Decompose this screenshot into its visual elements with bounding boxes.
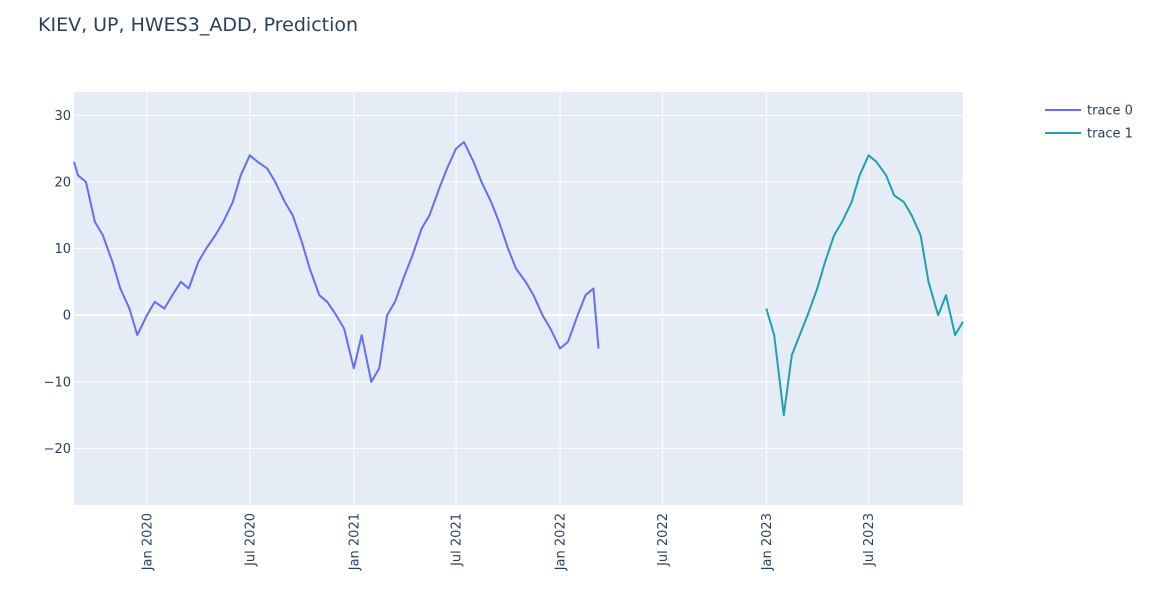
x-tick-label: Jul 2021	[450, 513, 465, 567]
x-gridlines	[146, 92, 870, 505]
x-tick-label: Jan 2023	[760, 513, 775, 571]
x-tick-label: Jan 2022	[554, 513, 569, 571]
x-axis: Jan 2020 Jul 2020 Jan 2021 Jul 2021 Jan 2022…	[140, 513, 877, 571]
series-line-1	[765, 154, 964, 417]
y-tick-label: 20	[54, 175, 71, 190]
y-tick-label: −10	[44, 375, 71, 390]
chart-title: KIEV, UP, HWES3_ADD, Prediction	[38, 14, 358, 36]
x-tick-label: Jul 2022	[656, 513, 671, 567]
series-line-0	[73, 141, 600, 383]
y-tick-label: −20	[44, 442, 71, 457]
x-tick-label: Jul 2023	[862, 513, 877, 567]
series-layer	[73, 141, 964, 417]
x-tick-label: Jan 2021	[347, 513, 362, 571]
legend-label-1[interactable]: trace 1	[1087, 127, 1133, 142]
y-tick-label: 10	[54, 242, 71, 257]
y-gridlines	[74, 114, 963, 449]
x-tick-label: Jan 2020	[140, 513, 155, 571]
legend-label-0[interactable]: trace 0	[1087, 104, 1133, 119]
y-tick-label: 30	[54, 109, 71, 124]
legend[interactable]: trace 0 trace 1	[1045, 104, 1133, 142]
y-tick-label: 0	[63, 309, 71, 324]
y-axis: 30 20 10 0 −10 −20	[44, 109, 71, 457]
plot-area	[74, 92, 963, 505]
x-tick-label: Jul 2020	[243, 513, 258, 567]
